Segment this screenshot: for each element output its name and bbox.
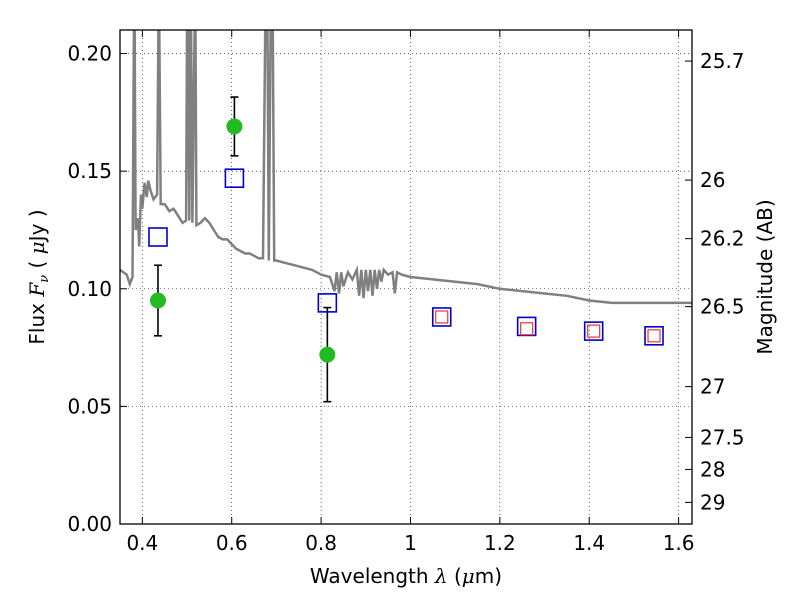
model-photometry-box xyxy=(516,316,537,337)
model-photometry-box xyxy=(431,307,452,327)
x-tick-label: 1.4 xyxy=(573,531,605,555)
y-tick-label: 0.20 xyxy=(67,42,112,66)
model-photometry-box xyxy=(583,321,604,341)
x-tick-label: 1.6 xyxy=(663,531,695,555)
model-photometry-small-box xyxy=(520,322,534,336)
x-tick-label: 0.8 xyxy=(305,531,337,555)
x-tick-label: 1 xyxy=(404,531,417,555)
model-photometry-box xyxy=(317,293,338,313)
y-tick-label: 0.05 xyxy=(67,394,112,418)
plot-frame xyxy=(119,29,693,525)
model-photometry-small-box xyxy=(435,310,449,324)
x-tick-label: 0.4 xyxy=(126,531,158,555)
x-axis-label: Wavelength λ (μm) xyxy=(310,564,502,588)
y-tick-label: 0.15 xyxy=(67,159,112,183)
model-photometry-small-box xyxy=(647,329,661,343)
magnitude-tick-label: 27 xyxy=(700,375,725,399)
points-layer xyxy=(148,96,664,403)
model-photometry-small-box xyxy=(587,324,601,338)
model-spectrum-line xyxy=(120,30,692,305)
magnitude-tick-label: 26.5 xyxy=(700,295,745,319)
y-axis-label: Flux Fν ( μJy ) xyxy=(25,209,52,344)
observed-flux-point xyxy=(149,292,166,309)
magnitude-tick-label: 28 xyxy=(700,457,725,481)
x-tick-label: 0.6 xyxy=(216,531,248,555)
observed-flux-point xyxy=(319,346,336,363)
ticks-layer: 0.4 0.6 0.8 1 1.2 1.4 1.6 0.00 0.05 0.10 0.15 0.20 2… xyxy=(67,30,745,555)
magnitude-tick-label: 26.2 xyxy=(700,227,745,251)
y-axis-label-right: Magnitude (AB) xyxy=(753,199,777,354)
y-tick-label: 0.10 xyxy=(67,277,112,301)
y-tick-label: 0.00 xyxy=(67,512,112,536)
observed-flux-point xyxy=(226,118,243,135)
magnitude-tick-label: 29 xyxy=(700,490,725,514)
magnitude-tick-label: 25.7 xyxy=(700,49,745,73)
magnitude-tick-label: 26 xyxy=(700,168,725,192)
spectrum-layer xyxy=(120,30,692,305)
x-tick-label: 1.2 xyxy=(484,531,516,555)
model-photometry-box xyxy=(148,227,168,247)
magnitude-tick-label: 27.5 xyxy=(700,425,745,449)
model-photometry-box xyxy=(644,326,664,346)
model-photometry-box xyxy=(224,168,245,188)
